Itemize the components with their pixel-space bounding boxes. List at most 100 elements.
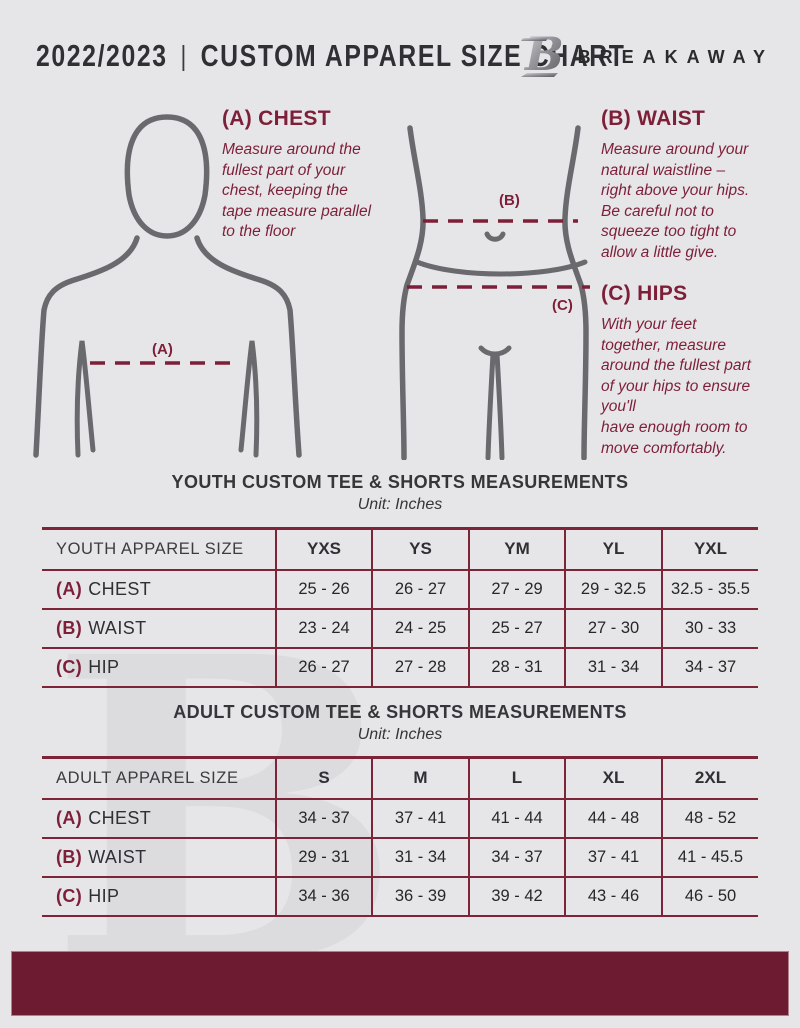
- size-cell: 29 - 31: [275, 837, 372, 877]
- hips-instruction-text: With your feet together, measure around …: [601, 316, 751, 457]
- youth-chest-row: (A) CHEST 25 - 26 26 - 27 27 - 29 29 - 32…: [42, 569, 758, 609]
- size-cell: 34 - 37: [275, 798, 372, 838]
- size-cell: 25 - 26: [275, 569, 372, 609]
- adult-table-unit: Unit: Inches: [357, 726, 443, 743]
- size-cell: 41 - 44: [468, 798, 565, 838]
- chest-instruction-block: (A) CHEST Measure around the fullest par…: [222, 107, 412, 243]
- hip-curve-line: [414, 259, 588, 277]
- chest-heading: (A) CHEST: [222, 107, 331, 130]
- chest-instruction-text: Measure around the fullest part of your …: [222, 141, 372, 241]
- youth-waist-row: (B) WAIST 23 - 24 24 - 25 25 - 27 27 - 30…: [42, 608, 758, 648]
- left-armpit-line: [74, 340, 96, 458]
- row-label: (C) HIP: [42, 648, 276, 687]
- size-cell: 31 - 34: [564, 647, 662, 687]
- waist-heading: (B) WAIST: [601, 107, 706, 130]
- row-marker: (B): [56, 617, 83, 638]
- row-marker: (C): [56, 656, 83, 677]
- left-shoulder-arm-outline: [33, 235, 140, 458]
- size-cell: 27 - 30: [564, 608, 662, 648]
- size-cell: 39 - 42: [468, 876, 565, 916]
- size-header-l: L: [468, 757, 565, 799]
- page-title-year: 2022/2023: [36, 38, 168, 73]
- waist-instruction-block: (B) WAIST Measure around your natural wa…: [601, 107, 781, 264]
- svg-text:B: B: [523, 28, 564, 80]
- size-cell: 46 - 50: [661, 876, 758, 916]
- row-label-text: CHEST: [88, 578, 152, 599]
- footer-bar: [11, 951, 789, 1016]
- size-cell: 29 - 32.5: [564, 569, 662, 609]
- youth-table-title: YOUTH CUSTOM TEE & SHORTS MEASUREMENTS: [171, 472, 629, 492]
- size-cell: 34 - 37: [468, 837, 565, 877]
- size-cell: 37 - 41: [371, 798, 469, 838]
- adult-header-row: ADULT APPAREL SIZE S M L XL 2XL: [42, 757, 758, 799]
- size-header-yxs: YXS: [275, 528, 372, 570]
- row-label: (B) WAIST: [42, 838, 276, 877]
- brand-name: BREAKAWAY: [577, 46, 774, 67]
- hips-marker-label: (C): [552, 297, 573, 314]
- row-marker: (A): [56, 578, 83, 599]
- row-marker: (B): [56, 846, 83, 867]
- row-label-text: HIP: [88, 656, 120, 677]
- adult-waist-row: (B) WAIST 29 - 31 31 - 34 34 - 37 37 - 41…: [42, 837, 758, 877]
- title-separator: |: [180, 40, 188, 71]
- youth-size-col-header: YOUTH APPAREL SIZE: [56, 539, 244, 558]
- inner-right-leg-line: [494, 351, 505, 460]
- size-cell: 41 - 45.5: [661, 837, 758, 877]
- size-cell: 31 - 34: [371, 837, 469, 877]
- adult-hip-row: (C) HIP 34 - 36 36 - 39 39 - 42 43 - 46 4…: [42, 876, 758, 916]
- size-header-yl: YL: [564, 528, 662, 570]
- size-header-m: M: [371, 757, 469, 799]
- waist-marker-label: (B): [499, 192, 520, 209]
- front-body-figure: (A): [33, 114, 302, 458]
- youth-header-row: YOUTH APPAREL SIZE YXS YS YM YL YXL: [42, 528, 758, 570]
- size-cell: 24 - 25: [371, 608, 469, 648]
- row-label: (B) WAIST: [42, 609, 276, 648]
- row-marker: (A): [56, 807, 83, 828]
- size-header-yxl: YXL: [661, 528, 758, 570]
- size-cell: 23 - 24: [275, 608, 372, 648]
- row-label: (A) CHEST: [42, 570, 276, 609]
- size-cell: 27 - 29: [468, 569, 565, 609]
- adult-chest-row: (A) CHEST 34 - 37 37 - 41 41 - 44 44 - 48…: [42, 798, 758, 838]
- size-header-2xl: 2XL: [661, 757, 758, 799]
- size-cell: 34 - 37: [661, 647, 758, 687]
- adult-size-col-header: ADULT APPAREL SIZE: [56, 768, 239, 787]
- size-cell: 30 - 33: [661, 608, 758, 648]
- right-armpit-line: [238, 340, 260, 458]
- adult-table-title: ADULT CUSTOM TEE & SHORTS MEASUREMENTS: [173, 702, 627, 722]
- size-header-ys: YS: [371, 528, 469, 570]
- size-cell: 43 - 46: [564, 876, 662, 916]
- row-label-text: HIP: [88, 885, 120, 906]
- row-label: (A) CHEST: [42, 799, 276, 838]
- waist-instruction-text: Measure around your natural waistline – …: [601, 141, 750, 262]
- size-cell: 34 - 36: [275, 876, 372, 916]
- page-title-text: CUSTOM APPAREL SIZE CHART: [200, 38, 626, 73]
- hips-heading: (C) HIPS: [601, 282, 688, 305]
- breakaway-b-logo-icon: B: [520, 28, 564, 80]
- size-cell: 25 - 27: [468, 608, 565, 648]
- inner-left-leg-line: [485, 351, 496, 460]
- size-cell: 48 - 52: [661, 798, 758, 838]
- size-cell: 37 - 41: [564, 837, 662, 877]
- size-cell: 28 - 31: [468, 647, 565, 687]
- size-cell: 44 - 48: [564, 798, 662, 838]
- torso-left-outline: [399, 125, 426, 460]
- size-cell: 26 - 27: [371, 569, 469, 609]
- size-cell: 36 - 39: [371, 876, 469, 916]
- torso-body-figure: (B) (C): [399, 125, 590, 460]
- row-label-text: CHEST: [88, 807, 152, 828]
- youth-hip-row: (C) HIP 26 - 27 27 - 28 28 - 31 31 - 34 3…: [42, 647, 758, 687]
- size-header-ym: YM: [468, 528, 565, 570]
- torso-right-outline: [562, 125, 589, 460]
- row-label: (C) HIP: [42, 877, 276, 916]
- adult-size-table: ADULT APPAREL SIZE S M L XL 2XL (A) CHEST…: [42, 756, 758, 917]
- row-marker: (C): [56, 885, 83, 906]
- row-label-text: WAIST: [88, 617, 147, 638]
- size-header-s: S: [275, 757, 372, 799]
- size-cell: 27 - 28: [371, 647, 469, 687]
- youth-table-unit: Unit: Inches: [357, 496, 443, 513]
- hips-instruction-block: (C) HIPS With your feet together, measur…: [601, 282, 791, 459]
- row-label-text: WAIST: [88, 846, 147, 867]
- size-header-xl: XL: [564, 757, 662, 799]
